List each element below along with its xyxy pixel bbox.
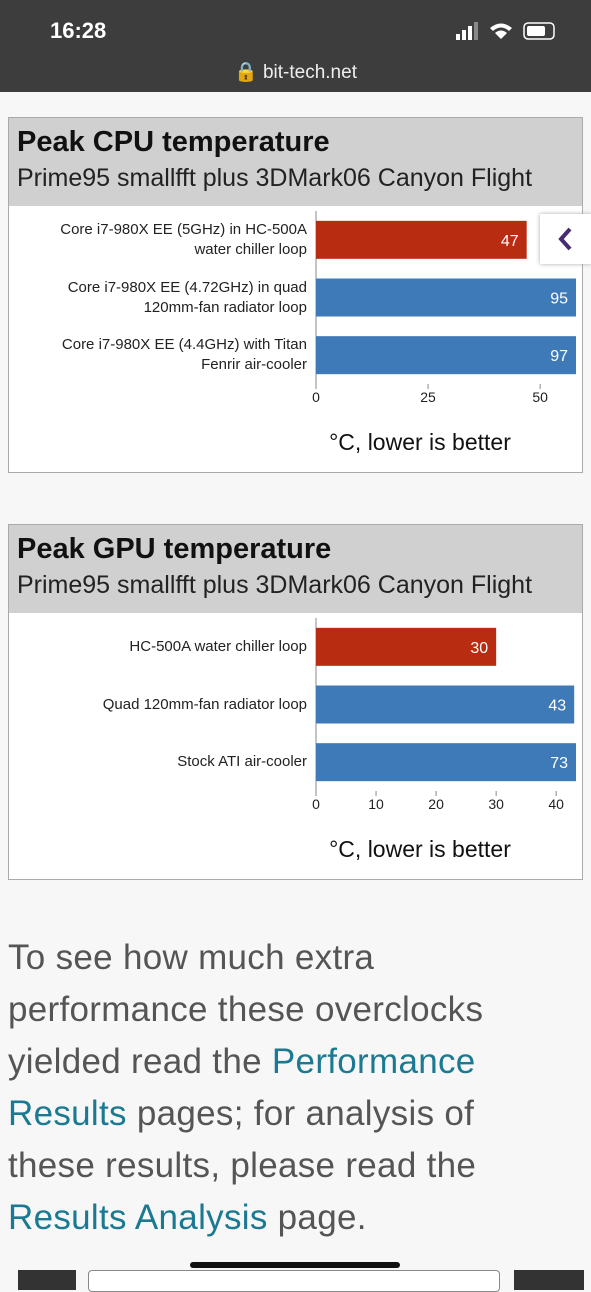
- value-label: 30: [470, 640, 488, 657]
- chart-subtitle: Prime95 smallfft plus 3DMark06 Canyon Fl…: [17, 571, 533, 599]
- value-label: 95: [550, 291, 568, 308]
- side-tab[interactable]: [540, 214, 591, 264]
- bar: [316, 278, 576, 317]
- category-label: Core i7-980X EE (5GHz) in HC-500A water …: [60, 220, 307, 258]
- x-tick-label: 10: [368, 796, 384, 812]
- chart-header: Peak CPU temperature Prime95 smallfft plu…: [9, 118, 582, 206]
- status-icons: [456, 22, 555, 40]
- article-text: To see how much extra performance these …: [8, 932, 568, 1244]
- page-select[interactable]: [88, 1270, 500, 1292]
- text: pages; for analysis of these results, pl…: [8, 1094, 477, 1185]
- next-button[interactable]: [514, 1270, 584, 1290]
- chart-subtitle: Prime95 smallfft plus 3DMark06 Canyon Fl…: [17, 164, 533, 192]
- category-label: Quad 120mm-fan radiator loop: [102, 695, 307, 713]
- category-label: HC-500A water chiller loop: [129, 637, 307, 655]
- plot: 0 25 50 47 95 97 °C, lower is better: [312, 211, 576, 455]
- bar: [316, 627, 497, 666]
- x-tick-label: 25: [420, 389, 436, 405]
- prev-button[interactable]: [18, 1270, 76, 1290]
- chart-header: Peak GPU temperature Prime95 smallfft plu…: [9, 525, 582, 613]
- value-label: 47: [501, 233, 519, 250]
- bar: [316, 336, 576, 375]
- status-bar: 16:28 🔒 bit-tech.net: [0, 0, 591, 92]
- chart-title: Peak GPU temperature: [17, 533, 332, 565]
- text: page.: [267, 1198, 367, 1237]
- category-label: Core i7-980X EE (4.4GHz) with Titan Fenr…: [61, 336, 307, 374]
- chart-box: Peak CPU temperature Prime95 smallfft plu…: [8, 117, 583, 473]
- link[interactable]: Performance Results: [8, 1042, 476, 1133]
- plot: 0 10 20 30 40 30 43 73 °C, lower is better: [312, 618, 576, 862]
- bar: [316, 743, 576, 782]
- bar: [316, 220, 527, 259]
- category-label: Core i7-980X EE (4.72GHz) in quad 120mm-…: [67, 278, 307, 316]
- clock: 16:28: [50, 18, 107, 43]
- url-bar[interactable]: 🔒 bit-tech.net: [234, 62, 357, 83]
- x-tick-label: 30: [488, 796, 504, 812]
- category-label: Stock ATI air-cooler: [177, 753, 307, 771]
- link[interactable]: Results Analysis: [8, 1198, 268, 1237]
- x-tick-label: 50: [532, 389, 548, 405]
- chart-box: Peak GPU temperature Prime95 smallfft plu…: [8, 524, 583, 880]
- chevron: [558, 227, 572, 251]
- x-tick-label: 0: [312, 389, 320, 405]
- x-axis-label: °C, lower is better: [329, 836, 511, 862]
- bar: [316, 685, 575, 724]
- value-label: 73: [550, 755, 568, 772]
- home-indicator: [190, 1262, 400, 1268]
- x-axis-label: °C, lower is better: [329, 429, 511, 455]
- x-tick-label: 0: [312, 796, 320, 812]
- url: bit-tech.net: [262, 62, 357, 83]
- text: To see how much extra performance these …: [8, 938, 484, 1081]
- value-label: 43: [548, 698, 566, 715]
- x-tick-label: 40: [548, 796, 564, 812]
- chart-title: Peak CPU temperature: [17, 126, 330, 158]
- x-tick-label: 20: [428, 796, 444, 812]
- value-label: 97: [550, 348, 568, 365]
